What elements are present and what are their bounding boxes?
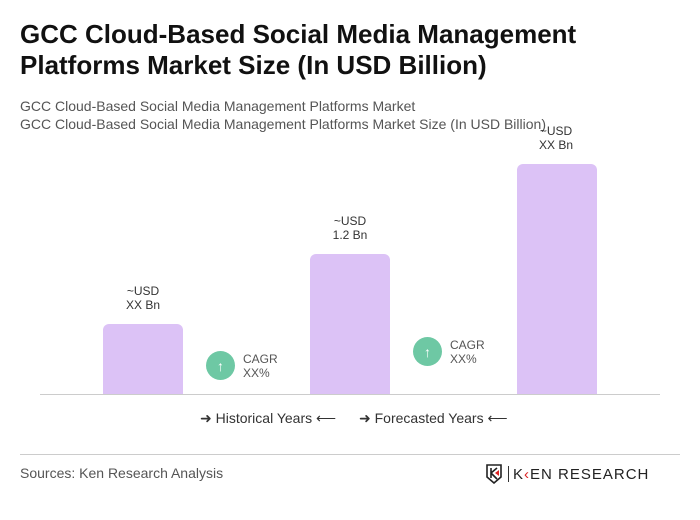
footer-divider — [20, 454, 680, 455]
arrow-right-icon: ➜ — [200, 410, 216, 426]
arrow-up-icon: ↑ — [206, 351, 235, 380]
data-label-line: ~USD — [126, 284, 160, 298]
bar-3 — [517, 164, 597, 394]
legend-label: Historical Years — [215, 410, 313, 426]
legend-forecasted: ➜ Forecasted Years ⟵ — [359, 410, 508, 427]
cagr-label: CAGR — [243, 351, 278, 366]
data-label-value: XX Bn — [538, 138, 574, 152]
logo-text: K‹EN RESEARCH — [513, 465, 650, 483]
bar-2 — [310, 254, 390, 394]
bar-1 — [103, 324, 183, 394]
cagr-badge-1: ↑ CAGR XX% — [206, 351, 278, 380]
page-title: GCC Cloud-Based Social Media Management … — [20, 19, 577, 80]
arrow-up-icon: ↑ — [413, 337, 442, 366]
data-label-line: ~USD — [539, 124, 573, 138]
data-label-value: 1.2 Bn — [332, 228, 368, 242]
cagr-value: XX% — [243, 365, 270, 380]
subtitle: GCC Cloud-Based Social Media Management … — [20, 98, 416, 114]
data-label-1: ~USD XX Bn — [83, 284, 203, 312]
arrow-left-icon: ⟵ — [312, 410, 337, 426]
x-axis — [40, 394, 660, 395]
sources-text: Sources: Ken Research Analysis — [20, 465, 224, 481]
cagr-value: XX% — [450, 351, 477, 366]
legend-historical: ➜ Historical Years ⟵ — [200, 410, 336, 427]
data-label-3: ~USD XX Bn — [496, 124, 616, 152]
ken-research-logo: K‹EN RESEARCH — [486, 464, 649, 484]
arrow-right-icon: ➜ — [359, 410, 375, 426]
arrow-left-icon: ⟵ — [483, 410, 508, 426]
cagr-badge-2: ↑ CAGR XX% — [413, 337, 485, 366]
data-label-2: ~USD 1.2 Bn — [290, 214, 410, 242]
legend-label: Forecasted Years — [374, 410, 484, 426]
data-label-line: ~USD — [333, 214, 367, 228]
logo-icon — [486, 464, 502, 484]
data-label-value: XX Bn — [125, 298, 161, 312]
chart-subtitle: GCC Cloud-Based Social Media Management … — [20, 116, 546, 132]
cagr-label: CAGR — [450, 337, 485, 352]
